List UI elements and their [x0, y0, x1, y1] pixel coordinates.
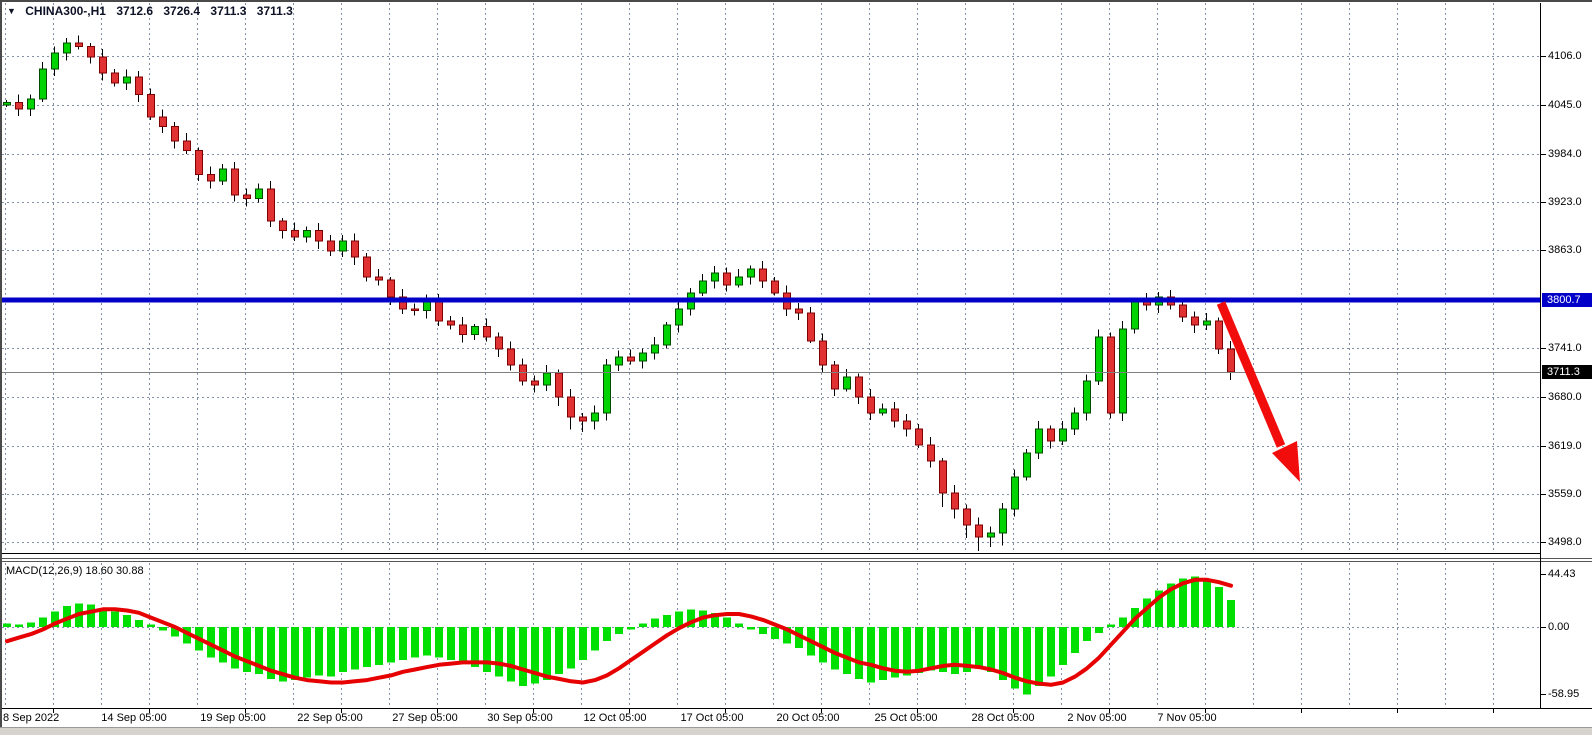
- date-axis-label: 22 Sep 05:00: [297, 712, 363, 724]
- date-axis-label: 8 Sep 2022: [3, 712, 60, 724]
- price-axis-label: 4106.0: [1548, 50, 1582, 62]
- price-axis-label: 3680.0: [1548, 391, 1582, 403]
- date-axis-label: 12 Oct 05:00: [583, 712, 647, 724]
- price-axis-label: 3498.0: [1548, 536, 1582, 548]
- date-axis-label: 30 Sep 05:00: [487, 712, 553, 724]
- date-axis-label: 28 Oct 05:00: [971, 712, 1035, 724]
- price-axis-label: 3619.0: [1548, 440, 1582, 452]
- macd-scale-label: 44.43: [1548, 568, 1576, 580]
- price-axis-label: 3559.0: [1548, 488, 1582, 500]
- macd-indicator-label: MACD(12,26,9) 18.60 30.88: [6, 565, 144, 577]
- date-axis-label: 14 Sep 05:00: [101, 712, 167, 724]
- ohlc-open: 3712.6: [116, 4, 154, 18]
- date-axis-label: 19 Sep 05:00: [200, 712, 266, 724]
- price-axis-label: 3863.0: [1548, 244, 1582, 256]
- price-axis-label: 4045.0: [1548, 99, 1582, 111]
- chart-title: ▼ CHINA300-,H1 3712.6 3726.4 3711.3 3711…: [7, 4, 300, 18]
- date-axis-label: 17 Oct 05:00: [680, 712, 744, 724]
- current-price-badge: 3711.3: [1542, 365, 1592, 379]
- macd-scale-label: 0.00: [1548, 621, 1570, 633]
- window-border-top: [0, 0, 1592, 2]
- date-axis-label: 20 Oct 05:00: [776, 712, 840, 724]
- date-axis-label: 7 Nov 05:00: [1157, 712, 1217, 724]
- date-axis-label: 25 Oct 05:00: [874, 712, 938, 724]
- symbol-dropdown-icon[interactable]: ▼: [7, 6, 16, 16]
- date-axis-label: 2 Nov 05:00: [1067, 712, 1127, 724]
- macd-scale-label: -58.95: [1548, 688, 1580, 700]
- price-axis-label: 3923.0: [1548, 196, 1582, 208]
- resistance-price-badge: 3800.7: [1542, 293, 1592, 307]
- window-border-left: [0, 0, 2, 727]
- price-axis-label: 3984.0: [1548, 148, 1582, 160]
- ohlc-low: 3711.3: [210, 4, 247, 18]
- ohlc-close: 3711.3: [256, 4, 293, 18]
- date-axis-label: 27 Sep 05:00: [392, 712, 458, 724]
- price-axis-label: 3741.0: [1548, 342, 1582, 354]
- window-bottom-strip: [0, 727, 1592, 735]
- ohlc-high: 3726.4: [163, 4, 201, 18]
- symbol-period-label: CHINA300-,H1: [25, 4, 106, 18]
